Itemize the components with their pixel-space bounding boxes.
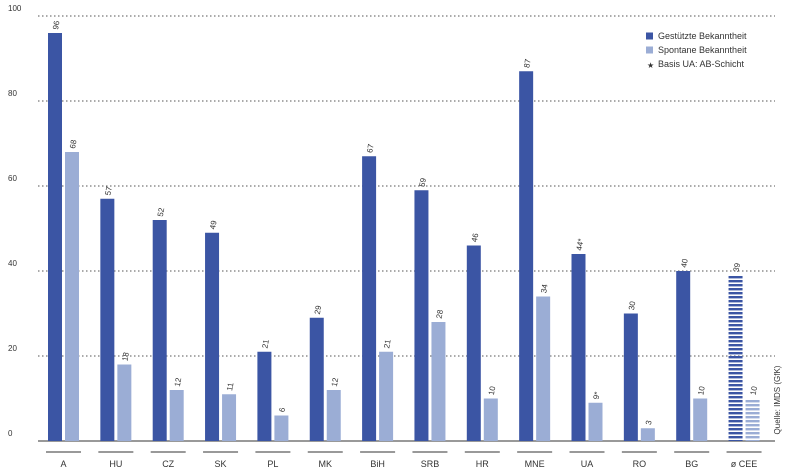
bar (362, 156, 377, 441)
bar (466, 245, 481, 441)
bar (222, 394, 237, 441)
value-label: 12 (173, 376, 184, 387)
bar (745, 398, 760, 441)
bar (152, 220, 167, 441)
legend-note: Basis UA: AB-Schicht (658, 59, 745, 69)
source: Quelle: IMDS (GfK) (773, 365, 782, 434)
value-label: 67 (365, 143, 376, 154)
value-label: 11 (225, 381, 235, 391)
x-tick-label: A (60, 459, 66, 469)
bar (519, 71, 534, 441)
legend-swatch (646, 46, 653, 54)
value-label: 40 (679, 257, 690, 268)
value-label: 10 (487, 385, 498, 396)
y-tick-label: 0 (8, 429, 13, 438)
value-label: 6 (278, 406, 288, 412)
x-tick-label: ø CEE (731, 459, 758, 469)
bar (379, 351, 394, 441)
x-tick-label: PL (267, 459, 278, 469)
bar (274, 415, 289, 441)
value-label: 59 (418, 177, 429, 188)
x-tick-label: BG (685, 459, 698, 469)
x-tick-label: BiH (370, 459, 385, 469)
bar (588, 402, 603, 441)
value-label: 10 (696, 385, 707, 396)
bar (48, 33, 62, 441)
bar (309, 317, 324, 441)
bar (536, 296, 551, 441)
value-label: 87 (522, 58, 533, 69)
y-tick-label: 100 (8, 4, 22, 13)
value-label: 57 (103, 185, 114, 196)
legend-label: Spontane Bekanntheit (658, 45, 747, 55)
value-label: 46 (470, 232, 481, 243)
value-label: 12 (330, 376, 341, 387)
bar (676, 271, 691, 441)
legend-star: ★ (647, 61, 654, 70)
x-tick-label: RO (633, 459, 647, 469)
value-label: 34 (539, 283, 550, 294)
x-tick-label: UA (581, 459, 594, 469)
bar (728, 275, 743, 441)
bar (623, 313, 638, 441)
bar (65, 152, 79, 441)
x-tick-label: SK (215, 459, 227, 469)
bar (431, 322, 446, 441)
value-label: 68 (68, 138, 79, 149)
legend-swatch (646, 32, 653, 40)
y-tick-label: 60 (8, 174, 17, 183)
value-label: 44* (575, 238, 586, 251)
x-tick-label: SRB (421, 459, 440, 469)
x-tick-label: HU (109, 459, 122, 469)
value-label: 29 (313, 304, 324, 315)
value-label: 21 (261, 338, 272, 349)
value-label: 39 (732, 262, 743, 273)
bar (414, 190, 429, 441)
y-tick-label: 20 (8, 344, 17, 353)
value-label: 28 (435, 308, 446, 319)
bar (257, 351, 272, 441)
value-label: 10 (749, 385, 760, 396)
bar (483, 398, 498, 441)
bar (640, 428, 655, 441)
value-label: 49 (208, 219, 219, 230)
x-tick-label: MNE (525, 459, 545, 469)
x-tick-label: HR (476, 459, 489, 469)
value-label: 52 (156, 206, 167, 217)
value-label: 3 (644, 419, 654, 425)
value-label: 18 (120, 351, 131, 362)
legend-label: Gestützte Bekanntheit (658, 31, 747, 41)
y-tick-label: 40 (8, 259, 17, 268)
value-label: 96 (51, 19, 62, 30)
bar (693, 398, 708, 441)
bar (117, 364, 132, 441)
value-label: 30 (627, 300, 638, 311)
value-label: 21 (382, 338, 393, 349)
bar (326, 390, 341, 441)
bar (100, 198, 115, 441)
bar (571, 254, 586, 441)
value-label: 9* (592, 391, 602, 400)
bar (169, 390, 184, 441)
y-tick-label: 80 (8, 89, 17, 98)
x-tick-label: CZ (162, 459, 174, 469)
x-tick-label: MK (319, 459, 333, 469)
bar (205, 232, 220, 441)
